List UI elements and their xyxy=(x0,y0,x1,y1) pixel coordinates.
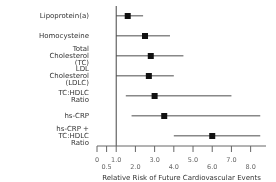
svg-text:TC:HDLCRatio: TC:HDLCRatio xyxy=(57,89,89,104)
svg-text:3.0: 3.0 xyxy=(149,156,159,164)
svg-text:hs-CRP: hs-CRP xyxy=(64,112,89,120)
svg-text:5.0: 5.0 xyxy=(188,156,198,164)
svg-text:6.0: 6.0 xyxy=(207,163,217,171)
svg-text:Homocysteine: Homocysteine xyxy=(39,32,89,40)
svg-text:0: 0 xyxy=(95,156,99,164)
svg-text:Relative Risk of Future Cardio: Relative Risk of Future Cardiovascular E… xyxy=(102,174,261,182)
svg-text:7.0: 7.0 xyxy=(226,156,236,164)
svg-text:hs-CRP +TC:HDLCRatio: hs-CRP +TC:HDLCRatio xyxy=(56,125,89,147)
svg-text:4.0: 4.0 xyxy=(169,163,179,171)
svg-text:Lipoprotein(a): Lipoprotein(a) xyxy=(40,12,89,20)
svg-text:1.0: 1.0 xyxy=(111,156,121,164)
svg-text:0.5: 0.5 xyxy=(101,163,111,171)
svg-text:LDLCholesterol(LDLC): LDLCholesterol(LDLC) xyxy=(49,65,89,87)
svg-text:2.0: 2.0 xyxy=(130,163,140,171)
svg-text:TotalCholesterol(TC): TotalCholesterol(TC) xyxy=(49,45,89,67)
svg-text:8.0: 8.0 xyxy=(245,163,255,171)
